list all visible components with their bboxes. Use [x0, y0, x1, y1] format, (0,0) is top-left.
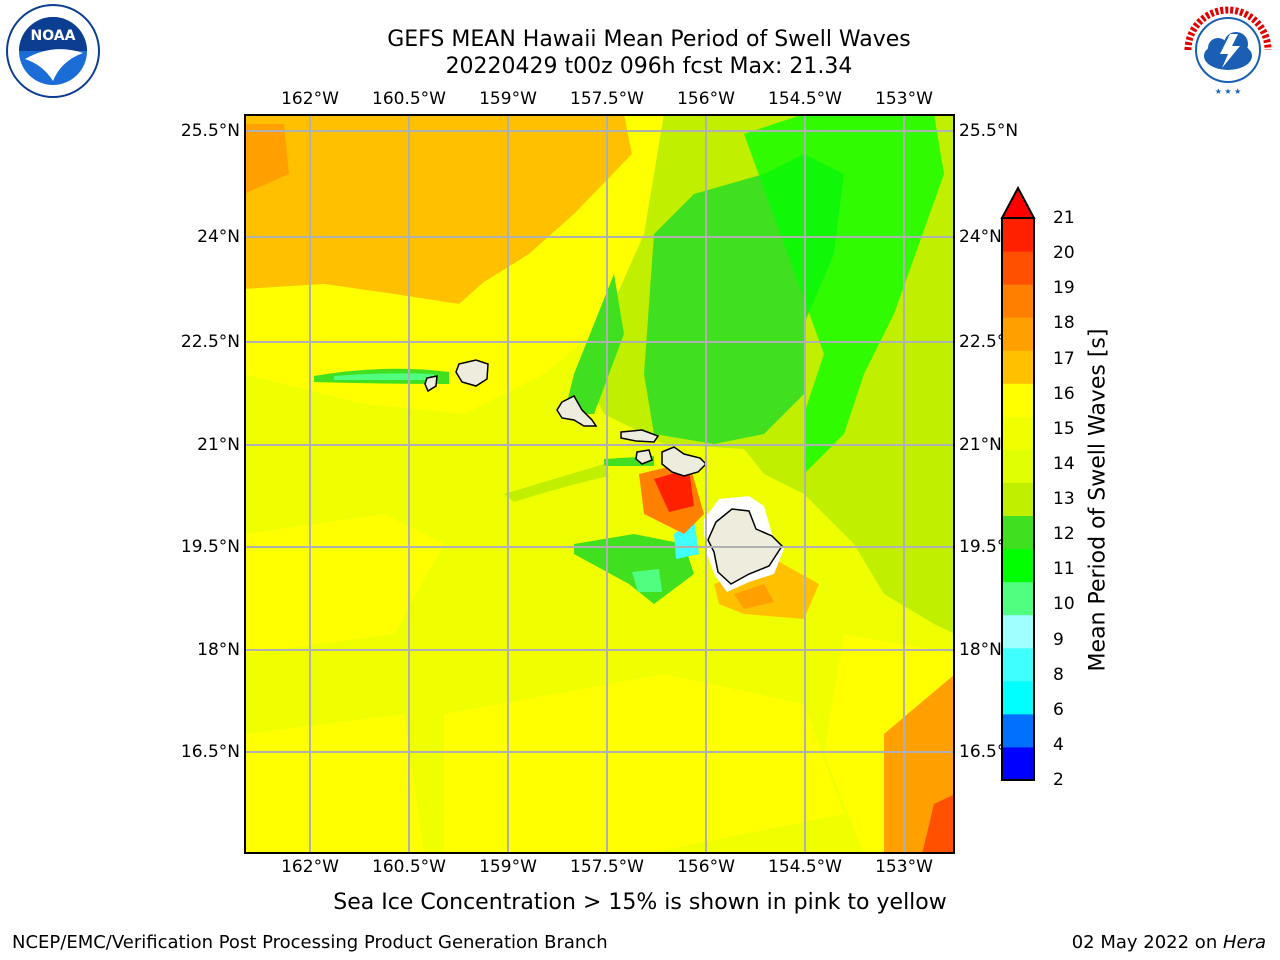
gridlines: [244, 114, 955, 854]
map-frame: [244, 114, 955, 854]
lat-tick-right: 25.5°N: [959, 121, 1019, 141]
island-oahu: [556, 395, 598, 427]
lat-tick-left: 22.5°N: [180, 332, 240, 352]
colorbar-frame: [1001, 217, 1035, 781]
colorbar-segment: [1002, 284, 1034, 318]
lon-tick-top: 153°W: [875, 89, 933, 109]
colorbar-tick: 11: [1053, 559, 1075, 580]
lon-tick-top: 162°W: [281, 89, 339, 109]
colorbar-tick: 8: [1053, 664, 1064, 685]
colorbar-tick: 12: [1053, 524, 1075, 545]
field-orange-north: [244, 114, 632, 304]
lon-tick-bottom: 157.5°W: [570, 857, 644, 877]
island-lanai: [635, 449, 653, 465]
lon-tick-bottom: 154.5°W: [768, 857, 842, 877]
lat-tick-left: 25.5°N: [180, 121, 240, 141]
field-light-s2: [244, 714, 424, 854]
noaa-logo: NOAA: [6, 4, 100, 98]
colorbar-tick: 4: [1053, 734, 1064, 755]
field-red-maui: [654, 469, 694, 512]
colorbar-segment: [1002, 614, 1034, 649]
colorbar-tick: 21: [1053, 208, 1075, 228]
colorbar-tick: 17: [1053, 348, 1075, 369]
svg-text:★ ★ ★: ★ ★ ★: [1215, 87, 1242, 96]
credit-line: NCEP/EMC/Verification Post Processing Pr…: [12, 932, 608, 953]
lat-tick-right: 24°N: [959, 227, 1002, 247]
lat-tick-left: 24°N: [197, 227, 240, 247]
field-light-s: [444, 674, 844, 854]
colorbar-tick: 13: [1053, 489, 1075, 509]
colorbar-segment: [1002, 482, 1034, 517]
colorbar-segment: [1002, 647, 1034, 682]
field-green-south: [574, 534, 694, 604]
island-kauai: [455, 359, 489, 387]
sea-ice-footnote: Sea Ice Concentration > 15% is shown in …: [333, 890, 947, 915]
field-green-streak: [564, 274, 624, 414]
field-green-bright: [744, 114, 944, 474]
colorbar-segment: [1002, 548, 1034, 583]
colorbar-tick: 14: [1053, 453, 1075, 474]
date-stamp: 02 May 2022 on Hera: [1072, 932, 1266, 953]
map-subtitle: 20220429 t00z 096h fcst Max: 21.34: [445, 54, 853, 79]
colorbar-tick: 6: [1053, 699, 1064, 720]
colorbar-tick: 10: [1053, 594, 1075, 615]
field-orange-se-deep: [922, 794, 955, 854]
colorbar-tick: 19: [1053, 278, 1075, 299]
lat-tick-right: 18°N: [959, 640, 1002, 660]
lon-tick-top: 159°W: [479, 89, 537, 109]
colorbar: [1000, 186, 1036, 781]
colorbar-segment: [1002, 317, 1034, 351]
lat-tick-left: 19.5°N: [180, 537, 240, 557]
svg-text:NOAA: NOAA: [31, 28, 76, 44]
colorbar-tick: 15: [1053, 418, 1075, 439]
colorbar-tick: 20: [1053, 243, 1075, 264]
swell-period-map: [244, 114, 955, 854]
colorbar-tick: 2: [1053, 770, 1064, 790]
lon-tick-top: 154.5°W: [768, 89, 842, 109]
date-text: 02 May 2022 on: [1071, 932, 1223, 953]
island-molokai: [620, 429, 660, 443]
lat-tick-left: 16.5°N: [180, 742, 240, 762]
field-cyan-spot: [674, 519, 699, 559]
colorbar-segment: [1002, 218, 1034, 252]
field-green-south-spot: [632, 569, 662, 592]
colorbar-label: Mean Period of Swell Waves [s]: [1085, 328, 1111, 672]
colorbar-tick: 18: [1053, 313, 1075, 334]
colorbar-segment: [1002, 515, 1034, 550]
colorbar-segment: [1002, 383, 1034, 417]
field-yellow-band: [244, 114, 664, 414]
colorbar-tick: 16: [1053, 383, 1075, 404]
colorbar-segment: [1002, 449, 1034, 483]
lon-tick-bottom: 156°W: [677, 857, 735, 877]
field-orange-bigisland-s2: [734, 584, 774, 609]
island-niihau: [424, 375, 438, 393]
lon-tick-bottom: 153°W: [875, 857, 933, 877]
lon-tick-bottom: 160.5°W: [372, 857, 446, 877]
lat-tick-left: 18°N: [197, 640, 240, 660]
colorbar-segment: [1002, 746, 1034, 781]
colorbar-segment: [1002, 680, 1034, 715]
lon-tick-bottom: 159°W: [479, 857, 537, 877]
field-orange-darker: [244, 124, 289, 194]
field-streak-lanai: [504, 464, 609, 502]
colorbar-segment: [1002, 713, 1034, 748]
colorbar-extend-triangle: [1000, 186, 1036, 219]
colorbar-segment: [1002, 581, 1034, 616]
island-maui: [661, 446, 708, 477]
lat-tick-left: 21°N: [197, 435, 240, 455]
colorbar-segment: [1002, 416, 1034, 450]
lon-tick-top: 157.5°W: [570, 89, 644, 109]
field-light-sw: [244, 514, 444, 654]
nws-logo: ★ ★ ★: [1182, 4, 1274, 96]
lon-tick-top: 160.5°W: [372, 89, 446, 109]
lat-tick-right: 21°N: [959, 435, 1002, 455]
lon-tick-top: 156°W: [677, 89, 735, 109]
machine-name: Hera: [1222, 932, 1266, 953]
colorbar-tick: 9: [1053, 629, 1064, 650]
colorbar-segment: [1002, 251, 1034, 285]
lon-tick-bottom: 162°W: [281, 857, 339, 877]
colorbar-segment: [1002, 350, 1034, 384]
map-title: GEFS MEAN Hawaii Mean Period of Swell Wa…: [387, 27, 911, 52]
